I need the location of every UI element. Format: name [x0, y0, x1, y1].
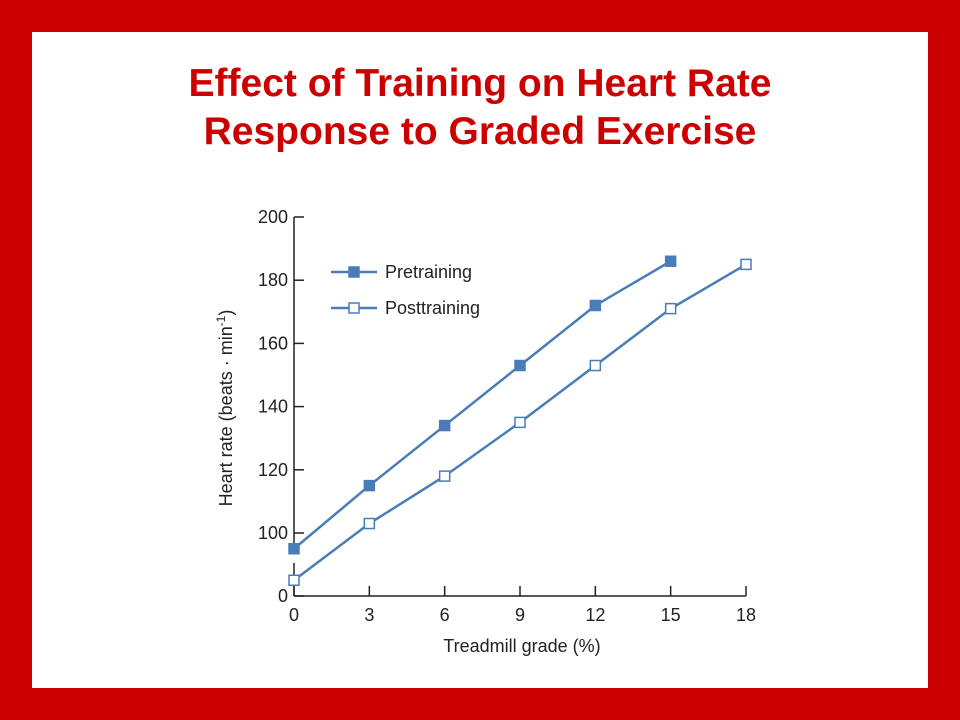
open-square-point — [664, 302, 677, 315]
open-square-point — [288, 574, 300, 586]
y-axis-label-main: Heart rate (beats · min — [216, 326, 236, 506]
chart-title-line-1: Effect of Training on Heart Rate — [188, 62, 772, 105]
x-tick-label: 12 — [585, 605, 605, 625]
x-tick-label: 18 — [736, 605, 756, 625]
axes: 0 100 120 140 160 180 200 0 3 6 9 12 15 18 — [258, 207, 756, 625]
y-tick-label: 120 — [258, 460, 288, 480]
y-tick-label: 200 — [258, 207, 288, 227]
chart-title-line-2: Response to Graded Exercise — [203, 110, 757, 153]
x-tick-label: 15 — [661, 605, 681, 625]
y-tick-label: 140 — [258, 397, 288, 417]
y-tick-label: 0 — [278, 586, 288, 606]
series-markers — [288, 255, 752, 586]
slide-frame: Effect of Training on Heart Rate Respons… — [32, 32, 928, 688]
filled-square-point — [589, 299, 602, 312]
legend: Pretraining Posttraining — [331, 262, 480, 318]
x-axis-label: Treadmill grade (%) — [443, 636, 600, 656]
legend-label: Posttraining — [385, 298, 480, 318]
filled-square-point — [514, 359, 526, 372]
open-square-point — [363, 517, 376, 530]
open-square-point — [740, 258, 752, 271]
x-tick-label: 0 — [289, 605, 299, 625]
series-line-pretraining — [293, 260, 672, 550]
open-square-point — [589, 359, 602, 372]
y-axis-label-close: ) — [216, 310, 236, 316]
y-axis-label-superscript: -1 — [214, 315, 228, 326]
open-square-point — [514, 416, 526, 429]
y-tick-label: 160 — [258, 333, 288, 353]
legend-label: Pretraining — [385, 262, 472, 282]
x-tick-label: 6 — [440, 605, 450, 625]
legend-marker — [348, 302, 360, 314]
open-square-point — [438, 470, 451, 482]
filled-square-point — [438, 419, 451, 432]
y-tick-label: 100 — [258, 523, 288, 543]
filled-square-point — [288, 543, 300, 555]
filled-square-point — [363, 479, 376, 492]
x-tick-label: 3 — [364, 605, 374, 625]
x-tick-label: 9 — [515, 605, 525, 625]
legend-marker — [348, 266, 360, 278]
chart-title: Effect of Training on Heart Rate Respons… — [32, 60, 928, 156]
filled-square-point — [664, 255, 677, 267]
y-tick-label: 180 — [258, 270, 288, 290]
y-axis-label: Heart rate (beats · min-1) — [214, 310, 236, 507]
